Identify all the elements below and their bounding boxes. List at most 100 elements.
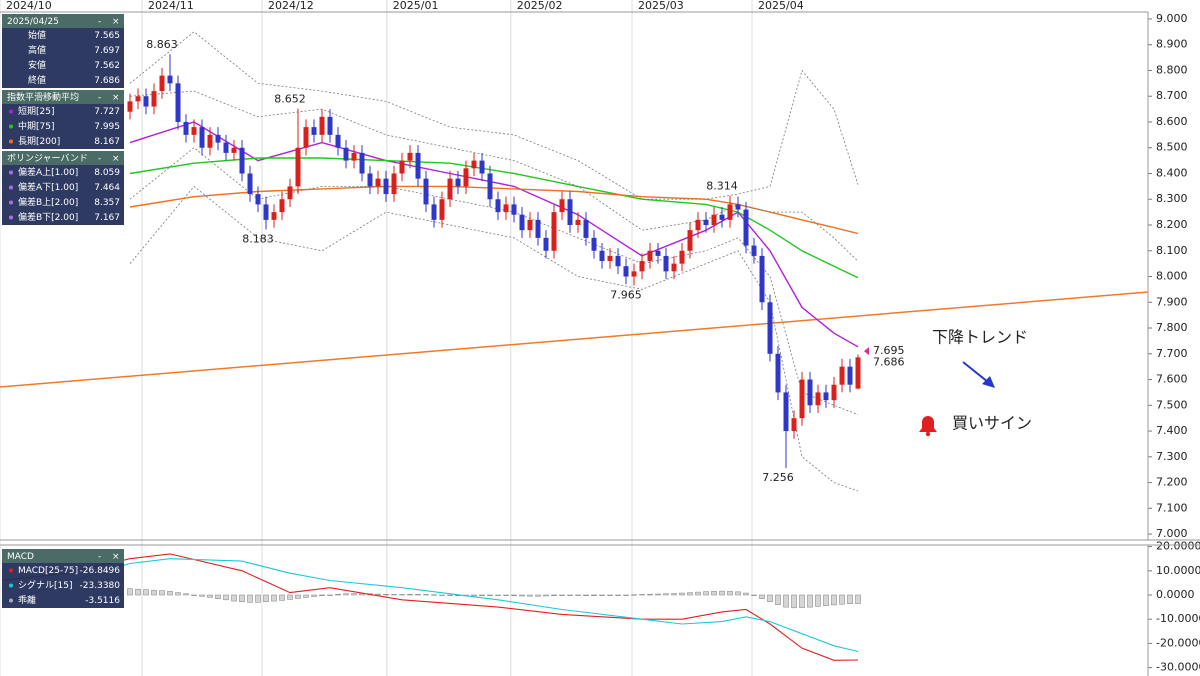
histogram-bar bbox=[239, 594, 245, 603]
candle-body bbox=[767, 302, 773, 354]
panel-close[interactable]: × bbox=[112, 552, 120, 562]
panel-close[interactable]: × bbox=[112, 154, 120, 164]
candle-body bbox=[847, 366, 853, 385]
y-tick-label: 8.700 bbox=[1156, 89, 1188, 102]
candle-body bbox=[575, 219, 581, 226]
legend-title: 2025/04/25 bbox=[7, 17, 59, 27]
candle-body bbox=[191, 127, 197, 135]
legend-value: 7.565 bbox=[94, 31, 120, 41]
legend-value: 8.357 bbox=[94, 198, 120, 208]
histogram-bar bbox=[175, 592, 181, 596]
histogram-bar bbox=[311, 594, 317, 597]
low-label: 7.256 bbox=[762, 471, 794, 484]
legend-label: シグナル[15] bbox=[18, 579, 72, 591]
candle-body bbox=[255, 194, 261, 205]
histogram-bar bbox=[567, 594, 573, 596]
indicator-line bbox=[1, 558, 859, 653]
panel-minimize[interactable]: - bbox=[98, 154, 101, 164]
histogram-bar bbox=[823, 594, 829, 606]
legend-value: 7.464 bbox=[94, 183, 120, 193]
candle-body bbox=[495, 199, 501, 213]
histogram-bar bbox=[319, 594, 325, 596]
candle-body bbox=[703, 219, 709, 226]
histogram-bar bbox=[719, 590, 725, 596]
candle-body bbox=[751, 245, 757, 256]
y-tick-label: 8.400 bbox=[1156, 166, 1188, 179]
candle-body bbox=[239, 147, 245, 174]
legend-title: MACD bbox=[7, 552, 34, 562]
histogram-bar bbox=[815, 594, 821, 607]
histogram-bar bbox=[807, 594, 813, 608]
legend-label: 安値 bbox=[28, 59, 46, 71]
histogram-bar bbox=[223, 594, 229, 601]
histogram-bar bbox=[767, 594, 773, 603]
histogram-bar bbox=[399, 594, 405, 596]
candle-body bbox=[559, 199, 565, 213]
histogram-bar bbox=[671, 593, 677, 596]
histogram-bar bbox=[279, 594, 285, 601]
histogram-bar bbox=[471, 594, 477, 597]
panel-close[interactable]: × bbox=[112, 17, 120, 27]
histogram-bar bbox=[151, 589, 157, 596]
candle-body bbox=[647, 250, 653, 262]
candle-body bbox=[359, 152, 365, 174]
legend-dot bbox=[9, 170, 13, 175]
y-tick-label: 7.700 bbox=[1156, 347, 1188, 360]
candle-body bbox=[719, 214, 725, 220]
candle-body bbox=[615, 255, 621, 267]
panel-minimize[interactable]: - bbox=[98, 93, 101, 103]
y-tick-label: 20.0000 bbox=[1156, 540, 1200, 553]
legend-header bbox=[2, 14, 124, 28]
legend-label: 長期[200] bbox=[18, 136, 60, 147]
legend-value: -26.8496 bbox=[80, 566, 121, 576]
histogram-bar bbox=[143, 589, 149, 596]
high-label: 8.863 bbox=[146, 38, 178, 51]
histogram-bar bbox=[191, 594, 197, 596]
candle-body bbox=[207, 134, 213, 148]
candle-body bbox=[631, 271, 637, 277]
bell-icon bbox=[925, 431, 931, 437]
candle-body bbox=[439, 199, 445, 220]
indicator-line bbox=[129, 185, 859, 492]
candle-body bbox=[583, 219, 589, 238]
histogram-bar bbox=[447, 594, 453, 596]
trend-arrow-head bbox=[982, 376, 995, 388]
candle-body bbox=[215, 134, 221, 143]
panel-minimize[interactable]: - bbox=[98, 552, 101, 562]
candle-body bbox=[679, 250, 685, 264]
histogram-bar bbox=[639, 594, 645, 596]
y-tick-label: 7.500 bbox=[1156, 398, 1188, 411]
histogram-bar bbox=[687, 592, 693, 596]
candle-body bbox=[367, 173, 373, 187]
candle-body bbox=[655, 250, 661, 256]
histogram-bar bbox=[735, 591, 741, 596]
histogram-bar bbox=[535, 594, 541, 597]
histogram-bar bbox=[663, 593, 669, 596]
histogram-bar bbox=[383, 594, 389, 596]
histogram-bar bbox=[159, 590, 165, 596]
candle-body bbox=[391, 173, 397, 195]
histogram-bar bbox=[751, 594, 757, 596]
candle-body bbox=[295, 147, 301, 187]
panel-close[interactable]: × bbox=[112, 93, 120, 103]
histogram-bar bbox=[615, 594, 621, 596]
panel-minimize[interactable]: - bbox=[98, 17, 101, 27]
legend-value: 7.995 bbox=[94, 122, 120, 132]
legend-dot bbox=[9, 215, 13, 220]
histogram-bar bbox=[271, 594, 277, 602]
y-tick-label: -30.0000 bbox=[1156, 661, 1200, 674]
y-tick-label: 8.800 bbox=[1156, 63, 1188, 76]
y-tick-label: 8.600 bbox=[1156, 115, 1188, 128]
histogram-bar bbox=[839, 594, 845, 605]
histogram-bar bbox=[655, 593, 661, 596]
candle-body bbox=[815, 392, 821, 406]
candle-body bbox=[423, 178, 429, 205]
legend-label: 乖離 bbox=[18, 594, 36, 606]
candle-body bbox=[407, 152, 413, 161]
candle-body bbox=[311, 127, 317, 135]
x-tick-label: 2025/02 bbox=[517, 0, 563, 12]
candle-body bbox=[463, 168, 469, 187]
